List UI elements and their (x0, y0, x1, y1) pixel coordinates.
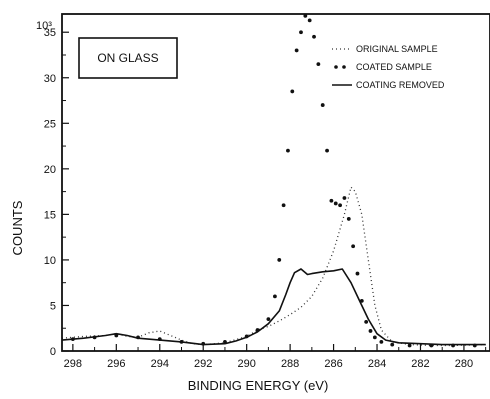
legend-marker-coated (334, 65, 338, 69)
point-coated-sample (390, 342, 395, 347)
legend-label-removed: COATING REMOVED (356, 80, 445, 90)
point-coated-sample (286, 148, 290, 153)
point-coated-sample (299, 30, 303, 35)
point-coated-sample (329, 198, 334, 203)
y-tick-label: 0 (50, 346, 56, 358)
x-tick-label: 286 (324, 358, 342, 370)
y-tick-labels: 0 5 10 15 20 25 30 35 (44, 27, 56, 358)
x-tick-label: 294 (151, 358, 169, 370)
point-coated-sample (273, 294, 277, 299)
x-tick-label: 288 (281, 358, 299, 370)
y-tick-label: 20 (44, 164, 56, 176)
series-layer (61, 13, 486, 348)
point-coated-sample (407, 343, 412, 348)
point-coated-sample (342, 196, 347, 200)
point-coated-sample (372, 335, 377, 340)
x-tick-label: 290 (237, 358, 255, 370)
legend-marker-coated (342, 65, 346, 69)
y-axis-title: COUNTS (10, 200, 25, 255)
point-coated-sample (277, 258, 282, 262)
series-original-sample (61, 186, 486, 347)
point-coated-sample (320, 103, 325, 107)
plot-frame (61, 13, 490, 352)
point-coated-sample (312, 34, 316, 39)
y-tick-label: 15 (44, 209, 56, 221)
x-tick-label: 296 (107, 358, 125, 370)
point-coated-sample (355, 271, 360, 276)
y-tick-label: 10 (44, 255, 56, 267)
point-coated-sample (281, 203, 286, 208)
legend-label-original: ORIGINAL SAMPLE (356, 44, 438, 54)
series-coating-removed (61, 268, 486, 346)
x-tick-label: 292 (194, 358, 212, 370)
annotation-box (78, 37, 178, 79)
y-tick-label: 30 (44, 73, 56, 85)
y-tick-label: 35 (44, 27, 56, 39)
y-tick-label: 25 (44, 118, 56, 130)
annotation-text: ON GLASS (97, 51, 158, 65)
point-coated-sample (364, 319, 369, 324)
point-coated-sample (307, 18, 312, 23)
point-coated-sample (368, 329, 373, 333)
y-multiplier: 10³ (36, 20, 52, 32)
x-tick-label: 298 (64, 358, 82, 370)
legend-swatch-coated (334, 65, 346, 69)
point-coated-sample (346, 217, 351, 221)
point-coated-sample (333, 201, 338, 206)
x-tick-label: 280 (455, 358, 473, 370)
y-tick-label: 5 (50, 300, 56, 312)
point-coated-sample (325, 148, 329, 153)
point-coated-sample (294, 48, 299, 53)
point-coated-sample (338, 203, 342, 208)
x-tick-label: 284 (368, 358, 386, 370)
legend-label-coated: COATED SAMPLE (356, 62, 432, 72)
x-axis-title: BINDING ENERGY (eV) (188, 378, 329, 393)
x-tick-label: 282 (411, 358, 429, 370)
legend: ORIGINAL SAMPLE COATED SAMPLE COATING RE… (332, 44, 445, 90)
point-coated-sample (351, 244, 356, 249)
point-coated-sample (316, 62, 321, 66)
point-coated-sample (379, 339, 384, 344)
point-coated-sample (266, 317, 271, 322)
x-tick-labels: 298 296 294 292 290 288 286 284 282 280 (64, 358, 473, 370)
point-coated-sample (290, 89, 295, 94)
